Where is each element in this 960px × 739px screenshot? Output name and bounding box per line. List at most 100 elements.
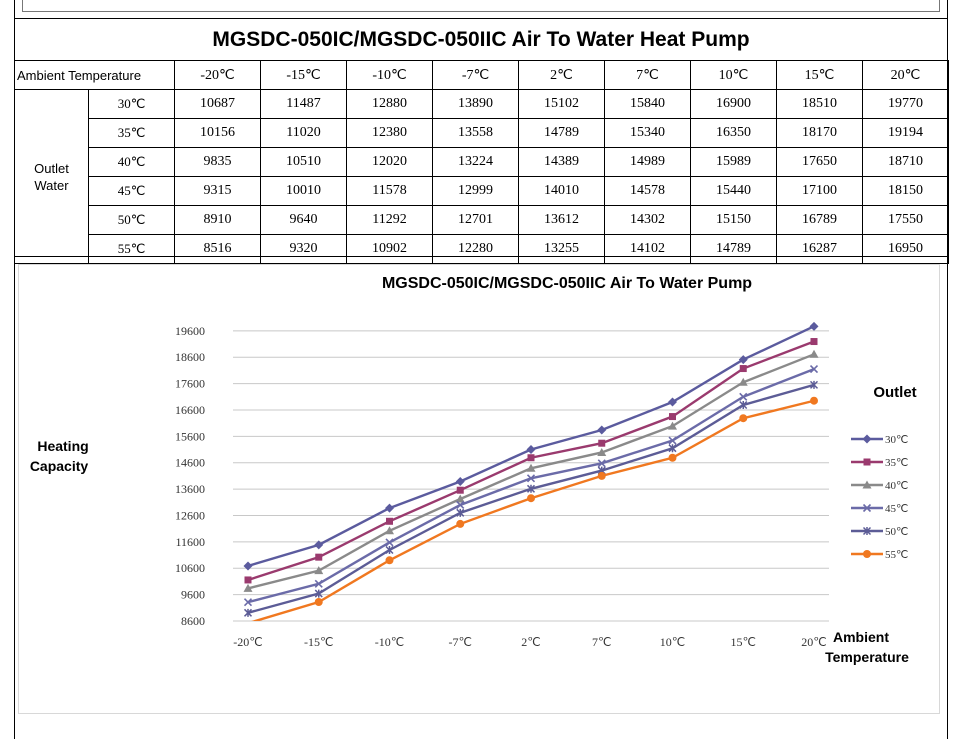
capacity-cell: 9640	[260, 205, 348, 235]
data-point	[385, 556, 394, 565]
capacity-cell: 14989	[604, 147, 692, 177]
line-chart: MGSDC-050IC/MGSDC-050IIC Air To Water Pu…	[30, 275, 917, 665]
data-point	[243, 608, 253, 617]
table-row: Outlet Water 30℃ 10687 11487 12880 13890 15102 1…	[14, 89, 950, 264]
data-point	[809, 380, 819, 389]
capacity-cell: 8516	[174, 234, 262, 264]
outlet-label-line1: Outlet	[34, 160, 69, 176]
capacity-cell: 12020	[346, 147, 434, 177]
outlet-temp-cell: 35℃	[87, 118, 176, 148]
outlet-temp-cell: 45℃	[87, 176, 176, 206]
y-tick-label: 9600	[181, 588, 205, 602]
capacity-cell: 11292	[346, 205, 434, 235]
capacity-cell: 9315	[174, 176, 262, 206]
data-point	[243, 561, 253, 571]
ambient-temp-header: -20℃	[174, 60, 262, 90]
capacity-cell: 13890	[432, 89, 520, 119]
x-tick-label: 10℃	[660, 635, 685, 649]
capacity-cell: 14389	[518, 147, 606, 177]
data-point	[668, 453, 677, 462]
data-point	[526, 463, 536, 472]
capacity-cell: 17550	[862, 205, 950, 235]
ambient-temp-header: 7℃	[604, 60, 692, 90]
capacity-cell: 12880	[346, 89, 434, 119]
chart-panel: MGSDC-050IC/MGSDC-050IIC Air To Water Pu…	[18, 264, 940, 714]
legend-title: Outlet	[873, 384, 916, 401]
series-line	[251, 399, 815, 621]
capacity-cell: 15150	[690, 205, 778, 235]
capacity-cell: 16789	[776, 205, 864, 235]
data-point	[527, 494, 535, 503]
y-tick-label: 14600	[175, 456, 205, 470]
capacity-cell: 15840	[604, 89, 692, 119]
table-row: 55℃ 8516 9320 10902 12280 13255 14102 14789 1628…	[15, 234, 950, 264]
capacity-cell: 14789	[690, 234, 778, 264]
capacity-cell: 8910	[174, 205, 262, 235]
y-tick-label: 12600	[175, 508, 205, 522]
data-point	[314, 540, 324, 550]
capacity-cell: 12701	[432, 205, 520, 235]
capacity-cell: 14578	[604, 176, 692, 206]
data-point	[456, 486, 464, 494]
y-tick-label: 17600	[175, 377, 205, 391]
data-point	[809, 365, 819, 374]
outlet-water-label: Outlet Water	[14, 89, 89, 264]
data-point	[314, 566, 324, 575]
table-bottom-border	[14, 256, 948, 257]
capacity-cell: 9835	[174, 147, 262, 177]
legend-marker	[862, 526, 872, 536]
capacity-cell: 10902	[346, 234, 434, 264]
legend-label: 50℃	[885, 526, 908, 538]
data-point	[739, 392, 748, 401]
x-tick-label: -15℃	[304, 635, 333, 649]
capacity-cell: 15340	[604, 118, 692, 148]
y-tick-label: 11600	[175, 535, 205, 549]
capacity-cell: 12999	[432, 176, 520, 206]
legend-label: 40℃	[885, 480, 908, 492]
table-row: 35℃ 10156 11020 12380 13558 14789 15340 16350 18…	[15, 118, 950, 148]
ambient-temp-header: 10℃	[690, 60, 778, 90]
data-point	[597, 471, 606, 480]
capacity-cell: 15989	[690, 147, 778, 177]
y-tick-label: 10600	[175, 561, 205, 575]
ambient-temp-header: -10℃	[346, 60, 434, 90]
capacity-cell: 10687	[174, 89, 262, 119]
capacity-cell: 15440	[690, 176, 778, 206]
data-point	[243, 583, 253, 592]
ambient-temp-header: -15℃	[260, 60, 348, 90]
legend-label: 45℃	[885, 503, 908, 515]
table-header-row: Ambient Temperature -20℃ -15℃ -10℃ -7℃ 2℃ 7℃ 10…	[13, 60, 950, 90]
x-tick-label: -20℃	[233, 635, 262, 649]
capacity-cell: 16900	[690, 89, 778, 119]
legend-label: 30℃	[885, 434, 908, 446]
data-point	[739, 365, 747, 373]
x-axis-label-line2: Temperature	[825, 649, 909, 665]
outlet-temp-cell: 50℃	[87, 205, 176, 235]
capacity-cell: 13612	[518, 205, 606, 235]
y-tick-label: 8600	[181, 614, 205, 628]
top-strip	[22, 0, 940, 12]
outlet-temp-cell: 55℃	[87, 234, 176, 264]
capacity-cell: 12280	[432, 234, 520, 264]
ambient-temp-header: 15℃	[776, 60, 864, 90]
legend-marker	[862, 434, 872, 444]
capacity-cell: 12380	[346, 118, 434, 148]
data-point	[668, 436, 677, 445]
y-axis-label-line2: Capacity	[30, 458, 89, 474]
y-tick-label: 16600	[175, 403, 205, 417]
data-point	[597, 425, 607, 435]
data-point	[809, 349, 819, 358]
y-tick-label: 13600	[175, 482, 205, 496]
y-tick-label: 15600	[175, 429, 205, 443]
legend-marker	[862, 503, 872, 513]
capacity-cell: 18150	[862, 176, 950, 206]
table-row: 45℃ 9315 10010 11578 12999 14010 14578 15440 171…	[15, 176, 950, 206]
capacity-cell: 16287	[776, 234, 864, 264]
data-point	[669, 413, 676, 421]
data-point	[385, 545, 394, 555]
ambient-temp-header: -7℃	[432, 60, 520, 90]
data-point	[314, 598, 323, 607]
legend-label: 35℃	[885, 457, 908, 469]
x-tick-label: -10℃	[375, 635, 404, 649]
table-row: 50℃ 8910 9640 11292 12701 13612 14302 15150 1678…	[15, 205, 950, 235]
